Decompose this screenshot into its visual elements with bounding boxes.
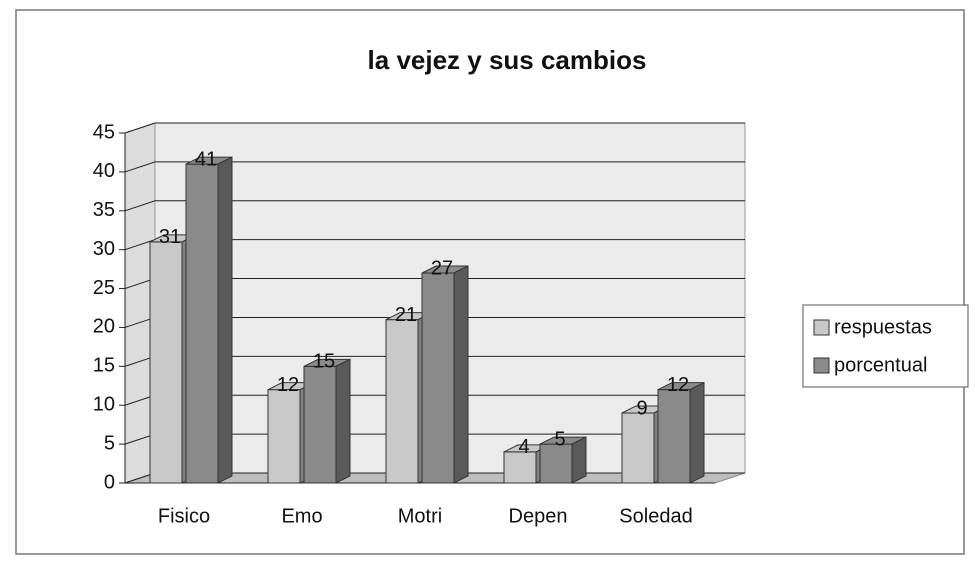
data-label: 31 — [159, 226, 181, 248]
bar-front — [539, 443, 573, 484]
legend-label: porcentual — [834, 354, 927, 376]
y-tick-label: 15 — [93, 355, 115, 377]
bar-front — [267, 389, 301, 484]
y-tick-label: 20 — [93, 316, 115, 338]
y-tick-label: 35 — [93, 199, 115, 221]
y-tick-label: 25 — [93, 277, 115, 299]
y-tick-label: 40 — [93, 160, 115, 182]
data-label: 4 — [518, 436, 529, 458]
y-tick-label: 10 — [93, 394, 115, 416]
data-label: 12 — [277, 374, 299, 396]
bar — [657, 381, 705, 484]
x-tick-label: Soledad — [619, 505, 692, 527]
x-tick-label: Depen — [509, 505, 568, 527]
x-tick-label: Fisico — [158, 505, 210, 527]
bar — [185, 156, 233, 484]
data-label: 9 — [636, 397, 647, 419]
y-tick-label: 0 — [104, 471, 115, 493]
bar — [421, 265, 469, 484]
bar — [303, 358, 351, 484]
bar-front — [421, 272, 455, 484]
plot-area: 051015202530354045Fisico3141Emo1215Motri… — [93, 121, 746, 527]
bar-side — [571, 436, 587, 484]
bar-front — [385, 319, 419, 484]
data-label: 5 — [554, 428, 565, 450]
bar-side — [217, 156, 233, 484]
grid-line — [124, 200, 745, 212]
bar-front — [185, 163, 219, 484]
y-tick-label: 30 — [93, 238, 115, 260]
data-label: 12 — [667, 374, 689, 396]
legend-label: respuestas — [834, 316, 932, 338]
legend-swatch — [813, 357, 830, 374]
data-label: 41 — [195, 148, 217, 170]
bar-front — [303, 365, 337, 484]
y-tick-label: 45 — [93, 121, 115, 143]
bar-front — [657, 389, 691, 484]
bar-front — [503, 451, 537, 484]
bar-side — [689, 381, 705, 484]
data-label: 21 — [395, 304, 417, 326]
x-tick-label: Emo — [281, 505, 322, 527]
bar-front — [621, 412, 655, 484]
bar-side — [453, 265, 469, 484]
data-label: 27 — [431, 257, 453, 279]
chart-title: la vejez y sus cambios — [368, 45, 647, 75]
bar — [539, 436, 587, 484]
y-tick-label: 5 — [104, 432, 115, 454]
bar-side — [335, 358, 351, 484]
legend-swatch — [813, 319, 830, 336]
grid-line — [124, 122, 745, 134]
x-tick-label: Motri — [398, 505, 442, 527]
bar-front — [149, 241, 183, 484]
legend — [802, 304, 969, 388]
data-label: 15 — [313, 351, 335, 373]
grid-line — [124, 161, 745, 173]
